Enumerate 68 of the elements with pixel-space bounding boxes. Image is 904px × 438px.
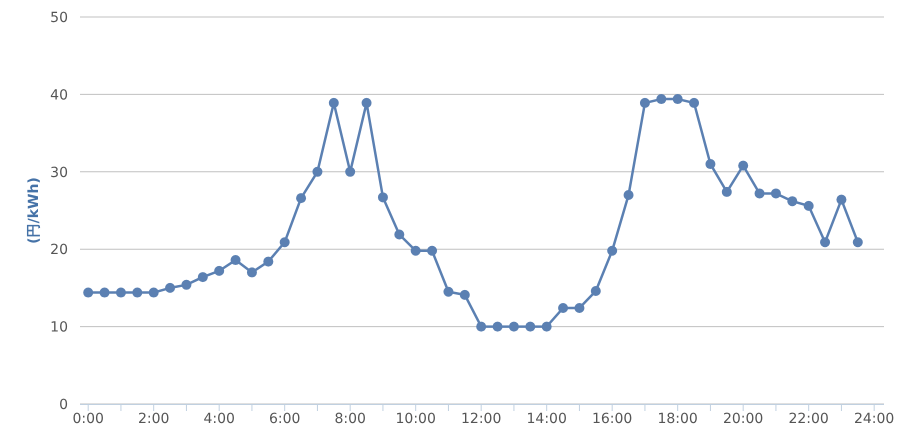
- point: [492, 322, 503, 332]
- point: [148, 288, 159, 298]
- x-tick-label: 12:00: [461, 411, 502, 427]
- point: [542, 322, 552, 332]
- point: [804, 200, 814, 211]
- point: [656, 94, 666, 104]
- point: [362, 98, 372, 108]
- y-tick-label: 0: [59, 397, 68, 413]
- point: [590, 286, 601, 296]
- point: [312, 166, 322, 177]
- y-tick-label: 50: [50, 10, 68, 26]
- point: [246, 267, 257, 278]
- point: [525, 322, 536, 332]
- point: [345, 166, 356, 177]
- x-tick-label: 8:00: [334, 411, 366, 427]
- x-tick-label: 16:00: [592, 411, 632, 427]
- x-tick-label: 10:00: [396, 411, 436, 427]
- point: [787, 196, 798, 206]
- y-tick-label: 10: [50, 320, 68, 336]
- point: [427, 246, 438, 256]
- point: [689, 98, 700, 108]
- point: [607, 246, 618, 256]
- point: [296, 193, 306, 204]
- x-tick-label: 6:00: [268, 411, 300, 427]
- y-axis-title: (円/kWh): [26, 177, 42, 244]
- point: [132, 288, 142, 298]
- x-tick-label: 24:00: [854, 411, 894, 427]
- x-tick-label: 14:00: [526, 411, 567, 427]
- point: [770, 188, 781, 198]
- y-tick-label: 20: [50, 242, 68, 258]
- point: [836, 194, 846, 205]
- point: [672, 94, 683, 104]
- y-tick-label: 40: [50, 87, 68, 104]
- y-tick-label: 30: [50, 164, 68, 181]
- point: [852, 237, 863, 248]
- point: [83, 288, 94, 298]
- x-tick-label: 22:00: [788, 411, 829, 427]
- point: [558, 303, 568, 314]
- point: [754, 188, 765, 198]
- point: [705, 159, 716, 170]
- point: [624, 190, 634, 200]
- point: [230, 255, 241, 266]
- x-tick-label: 0:00: [72, 411, 104, 427]
- point: [460, 290, 470, 300]
- point: [198, 272, 208, 282]
- point: [116, 288, 126, 298]
- point: [328, 98, 339, 108]
- x-tick-label: 18:00: [658, 411, 698, 427]
- x-tick-label: 4:00: [203, 411, 235, 427]
- point: [476, 322, 486, 332]
- x-tick-label: 2:00: [138, 411, 170, 427]
- x-tick-label: 20:00: [722, 411, 764, 427]
- point: [214, 266, 224, 276]
- point: [820, 237, 830, 248]
- point: [181, 280, 192, 290]
- point: [410, 246, 421, 256]
- point: [280, 237, 290, 248]
- point: [263, 256, 274, 267]
- point: [394, 229, 404, 240]
- point: [165, 282, 176, 293]
- point: [640, 98, 650, 108]
- point: [100, 288, 110, 298]
- point: [378, 192, 388, 202]
- point: [508, 322, 519, 332]
- point: [738, 160, 748, 171]
- point: [574, 303, 584, 314]
- point: [722, 186, 732, 197]
- point: [443, 286, 454, 297]
